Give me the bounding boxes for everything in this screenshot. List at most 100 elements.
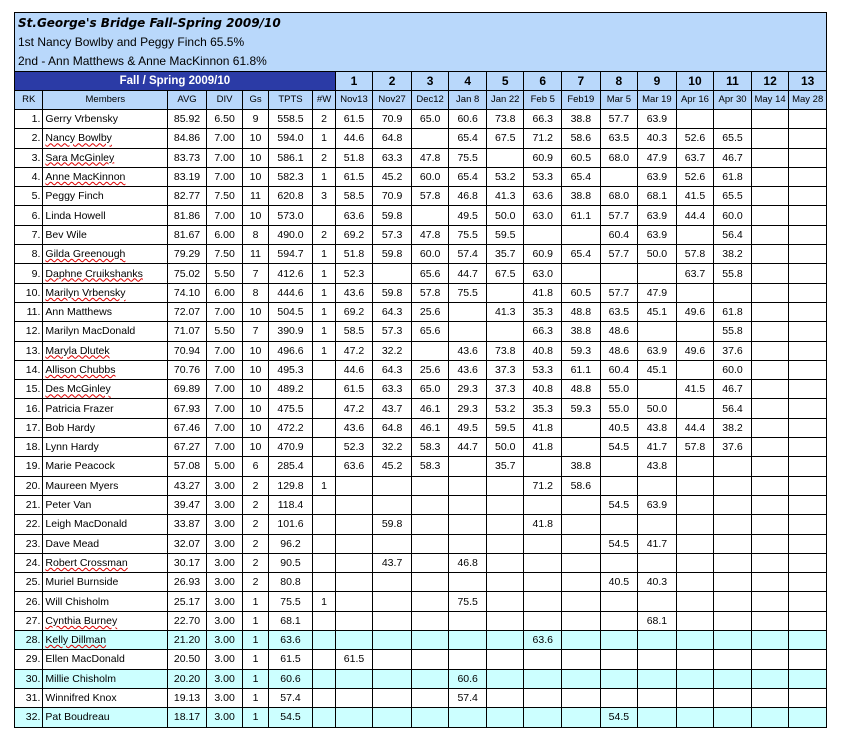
- score-cell: [750, 379, 790, 400]
- score-cell: [334, 572, 374, 593]
- score-cell: 60.0: [713, 359, 752, 381]
- score-cell: [788, 263, 827, 284]
- game-number-header: 3: [410, 71, 450, 91]
- score-cell: [561, 687, 601, 709]
- game-number-header: 8: [599, 71, 639, 91]
- score-cell: [599, 514, 639, 535]
- rank-cell: 25.: [13, 572, 44, 593]
- score-cell: [750, 494, 790, 516]
- score-cell: [713, 630, 752, 651]
- column-header: AVG: [167, 90, 207, 110]
- rank-cell: 22.: [13, 514, 44, 535]
- score-cell: [637, 668, 677, 689]
- member-name-cell: Bev Wile: [42, 224, 169, 246]
- score-cell: [448, 301, 487, 323]
- score-cell: [372, 668, 412, 689]
- score-cell: 43.6: [448, 340, 487, 361]
- score-cell: 37.3: [485, 379, 525, 400]
- score-cell: 64.3: [372, 301, 412, 323]
- rank-cell: 9.: [13, 263, 44, 284]
- score-cell: [750, 533, 790, 554]
- wins-cell: 1: [312, 301, 336, 323]
- score-cell: [410, 552, 450, 574]
- avg-cell: 81.86: [167, 205, 207, 226]
- games-cell: 1: [242, 591, 269, 612]
- member-name-cell: Millie Chisholm: [42, 668, 169, 689]
- avg-cell: 33.87: [167, 514, 207, 535]
- score-cell: 45.1: [637, 301, 677, 323]
- score-cell: 57.8: [675, 244, 715, 265]
- score-cell: [561, 649, 601, 670]
- rank-cell: 21.: [13, 494, 44, 516]
- score-cell: [372, 649, 412, 670]
- score-cell: 60.0: [410, 244, 450, 265]
- wins-cell: [312, 398, 336, 419]
- score-cell: [485, 572, 525, 593]
- member-name: Peggy Finch: [45, 190, 104, 203]
- avg-cell: 69.89: [167, 379, 207, 400]
- score-cell: [713, 610, 752, 632]
- score-cell: 40.5: [599, 417, 639, 439]
- rank-cell: 31.: [13, 687, 44, 709]
- member-name: Lynn Hardy: [45, 441, 99, 454]
- score-cell: 75.5: [448, 591, 487, 612]
- score-cell: [410, 707, 450, 728]
- div-cell: 6.50: [205, 108, 244, 130]
- score-cell: 63.3: [372, 147, 412, 168]
- score-cell: 58.5: [334, 321, 374, 342]
- rank-cell: 28.: [13, 630, 44, 651]
- score-cell: [750, 166, 790, 188]
- score-cell: 41.3: [485, 186, 525, 207]
- games-cell: 10: [242, 437, 269, 458]
- total-points-cell: 496.6: [267, 340, 314, 361]
- score-cell: 65.4: [561, 244, 601, 265]
- score-cell: 59.5: [485, 224, 525, 246]
- games-cell: 10: [242, 166, 269, 188]
- sheet-title: St.George's Bridge Fall-Spring 2009/10: [18, 16, 281, 30]
- score-cell: [713, 514, 752, 535]
- score-cell: 63.7: [675, 147, 715, 168]
- score-cell: [713, 108, 752, 130]
- score-cell: [750, 147, 790, 168]
- table-row: 30. Millie Chisholm 20.20 3.00 1 60.6 60.6: [13, 668, 827, 689]
- score-cell: [410, 668, 450, 689]
- score-cell: 66.3: [523, 321, 563, 342]
- score-cell: 54.5: [599, 707, 639, 728]
- score-cell: [485, 668, 525, 689]
- score-cell: 40.3: [637, 572, 677, 593]
- wins-cell: 1: [312, 263, 336, 284]
- score-cell: [788, 224, 827, 246]
- score-cell: 60.0: [713, 205, 752, 226]
- score-cell: 37.6: [713, 340, 752, 361]
- wins-cell: [312, 359, 336, 381]
- score-cell: [788, 494, 827, 516]
- games-cell: 7: [242, 263, 269, 284]
- member-name: Des McGinley: [45, 383, 111, 396]
- rank-cell: 2.: [13, 128, 44, 149]
- score-cell: 63.6: [523, 186, 563, 207]
- score-cell: [485, 494, 525, 516]
- total-points-cell: 412.6: [267, 263, 314, 284]
- member-name-cell: Peter Van: [42, 494, 169, 516]
- div-cell: 3.00: [205, 533, 244, 554]
- game-number-header: 2: [372, 71, 412, 91]
- score-cell: [410, 591, 450, 612]
- date-header: Nov27: [372, 90, 412, 110]
- score-cell: 57.3: [372, 224, 412, 246]
- score-cell: [561, 707, 601, 728]
- score-cell: [713, 649, 752, 670]
- table-row: 28. Kelly Dillman 21.20 3.00 1 63.6 63.6: [13, 630, 827, 651]
- wins-cell: 1: [312, 591, 336, 612]
- score-cell: 57.7: [599, 282, 639, 303]
- div-cell: 3.00: [205, 572, 244, 593]
- score-cell: [523, 649, 563, 670]
- rank-cell: 24.: [13, 552, 44, 574]
- score-cell: [788, 514, 827, 535]
- score-cell: 57.7: [599, 108, 639, 130]
- score-cell: [485, 687, 525, 709]
- member-name-cell: Marilyn MacDonald: [42, 321, 169, 342]
- table-row: 23. Dave Mead 32.07 3.00 2 96.2 54.5 41.7: [13, 533, 827, 554]
- wins-cell: 1: [312, 340, 336, 361]
- games-cell: 10: [242, 301, 269, 323]
- member-name-cell: Will Chisholm: [42, 591, 169, 612]
